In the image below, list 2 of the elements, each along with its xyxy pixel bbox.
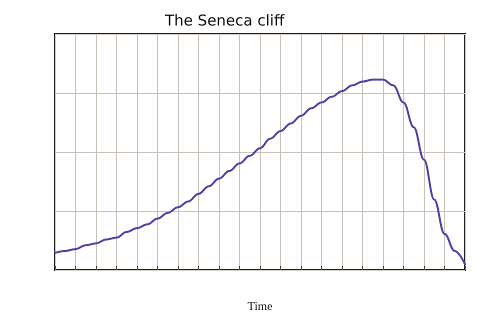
x-axis-title: Time xyxy=(248,299,272,313)
chart-title: The Seneca cliff xyxy=(164,12,285,30)
